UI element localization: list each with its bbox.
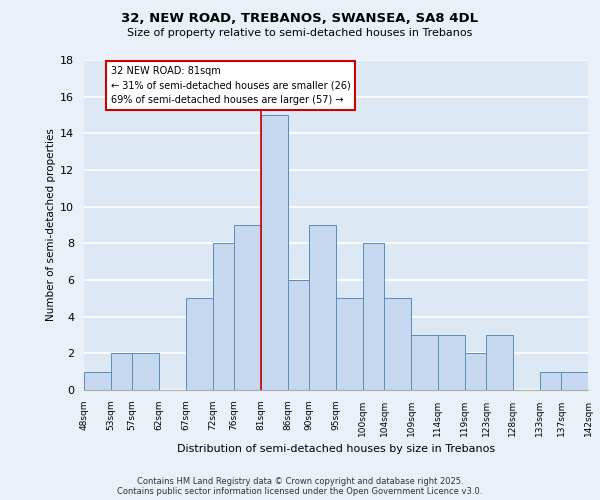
Bar [111,354,132,390]
Bar [561,372,588,390]
Bar [486,335,513,390]
Y-axis label: Number of semi-detached properties: Number of semi-detached properties [46,128,56,322]
Text: 32, NEW ROAD, TREBANOS, SWANSEA, SA8 4DL: 32, NEW ROAD, TREBANOS, SWANSEA, SA8 4DL [121,12,479,26]
Bar [438,335,464,390]
Bar [186,298,212,390]
Bar [363,244,384,390]
Bar [84,372,111,390]
Bar [384,298,411,390]
X-axis label: Distribution of semi-detached houses by size in Trebanos: Distribution of semi-detached houses by … [177,444,495,454]
Bar [411,335,438,390]
Bar [212,244,234,390]
Bar [464,354,486,390]
Bar [234,225,261,390]
Bar [309,225,336,390]
Bar [261,115,288,390]
Bar [288,280,309,390]
Bar [336,298,363,390]
Text: 32 NEW ROAD: 81sqm
← 31% of semi-detached houses are smaller (26)
69% of semi-de: 32 NEW ROAD: 81sqm ← 31% of semi-detache… [111,66,350,105]
Bar [540,372,561,390]
Text: Contains HM Land Registry data © Crown copyright and database right 2025.
Contai: Contains HM Land Registry data © Crown c… [118,476,482,496]
Text: Size of property relative to semi-detached houses in Trebanos: Size of property relative to semi-detach… [127,28,473,38]
Bar [132,354,159,390]
